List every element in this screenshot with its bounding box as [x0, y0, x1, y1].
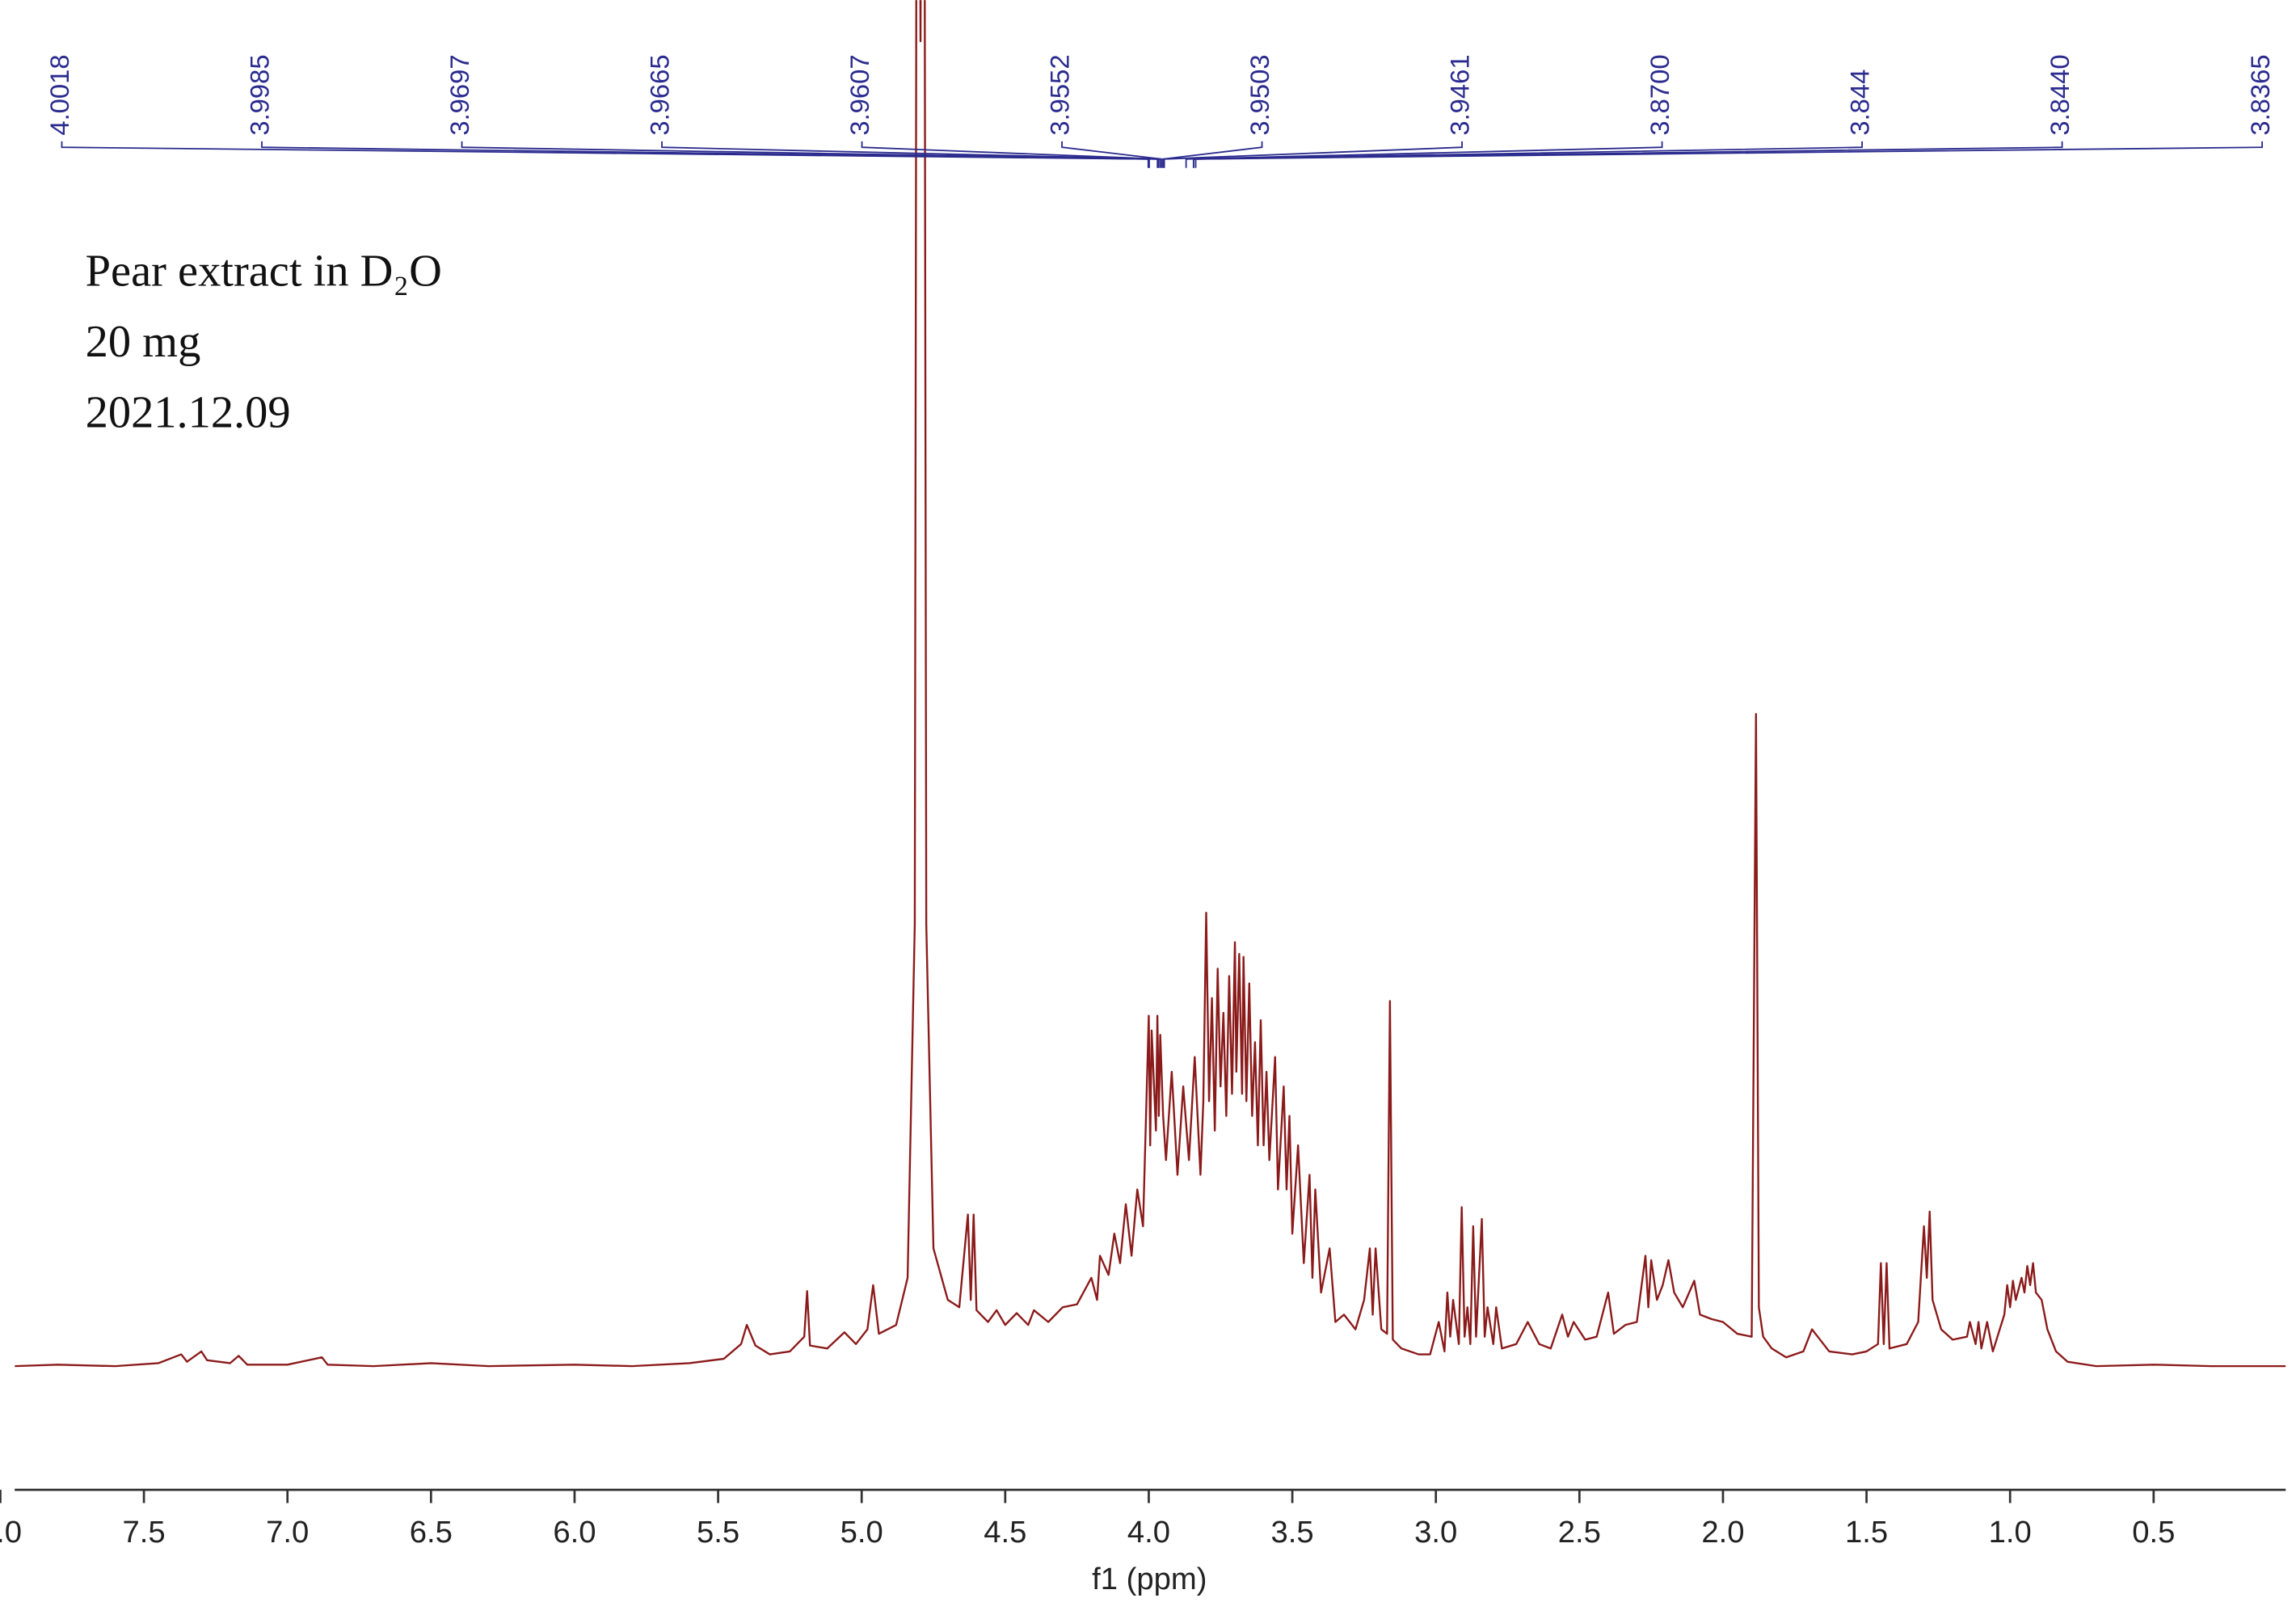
peak-label: 3.8440 [2045, 54, 2075, 135]
peak-label: 3.9665 [645, 54, 675, 135]
peak-label: 3.8365 [2245, 54, 2275, 135]
peak-label: 3.9607 [845, 54, 874, 135]
x-tick-label: 7.5 [122, 1515, 165, 1550]
peak-connector [661, 141, 1160, 168]
x-tick-label: 7.0 [266, 1515, 309, 1550]
peak-label: 3.9552 [1045, 54, 1075, 135]
peak-label: 3.9985 [245, 54, 275, 135]
x-axis-title: f1 (ppm) [1092, 1562, 1207, 1596]
peak-connector [1163, 141, 1463, 168]
x-tick-label: 3.0 [1414, 1515, 1457, 1550]
x-tick-label: 1.0 [1989, 1515, 2032, 1550]
annotation: 20 mg [86, 317, 201, 367]
peak-connector [261, 141, 1150, 168]
peak-connector [461, 141, 1159, 168]
x-tick-label: 0.5 [2132, 1515, 2175, 1550]
peak-label: 3.844 [1845, 70, 1875, 136]
peak-connector [1185, 141, 1663, 168]
plot-area [15, 0, 2286, 1368]
x-tick-label: 8.0 [0, 1515, 22, 1550]
peak-connector [861, 141, 1161, 168]
annotation: Pear extract in D₂O [86, 247, 442, 297]
peak-connector [1061, 141, 1163, 168]
peak-connector [1192, 141, 2063, 168]
x-tick-label: 4.5 [984, 1515, 1026, 1550]
peak-label: 3.9461 [1445, 54, 1475, 135]
x-tick-label: 5.0 [840, 1515, 883, 1550]
x-tick-label: 3.5 [1271, 1515, 1314, 1550]
spectrum-line [15, 0, 2286, 1368]
peak-label: 3.8700 [1645, 54, 1675, 135]
x-tick-label: 6.0 [553, 1515, 596, 1550]
peak-connector [61, 141, 1149, 168]
annotation: 2021.12.09 [86, 387, 291, 437]
peak-connector [1194, 141, 2264, 168]
x-tick-label: 2.5 [1558, 1515, 1601, 1550]
peak-label: 4.0018 [44, 54, 74, 135]
peak-label: 3.9503 [1245, 54, 1274, 135]
x-tick-label: 6.5 [410, 1515, 453, 1550]
x-tick-label: 5.5 [697, 1515, 739, 1550]
x-tick-label: 2.0 [1701, 1515, 1744, 1550]
x-tick-label: 1.5 [1845, 1515, 1888, 1550]
peak-connector [1162, 141, 1263, 168]
peak-label: 3.9697 [444, 54, 474, 135]
x-tick-label: 4.0 [1127, 1515, 1170, 1550]
